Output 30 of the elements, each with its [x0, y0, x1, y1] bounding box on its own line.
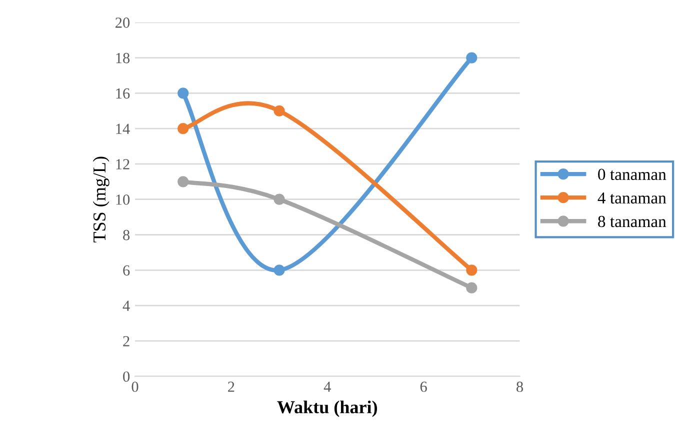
- point: [466, 264, 478, 276]
- legend-label: 4 tanaman: [598, 192, 666, 204]
- y-tick-label: 0: [123, 371, 130, 382]
- point: [466, 52, 478, 64]
- y-tick-label: 12: [116, 159, 130, 170]
- y-tick-label: 20: [116, 18, 130, 28]
- legend-label: 8 tanaman: [598, 216, 666, 228]
- legend-label: 0 tanaman: [598, 168, 666, 180]
- x-tick-label: 2: [228, 382, 234, 392]
- point: [178, 88, 189, 99]
- y-tick-label: 16: [116, 88, 130, 99]
- x-axis-title: Waktu (hari): [277, 400, 377, 417]
- point: [178, 176, 189, 188]
- point: [274, 105, 285, 116]
- y-axis-title: TSS (mg/L): [92, 156, 110, 242]
- y-tick-label: 6: [123, 265, 130, 276]
- x-tick-label: 0: [132, 382, 138, 392]
- y-tick-label: 10: [116, 194, 130, 205]
- x-tick-label: 8: [516, 382, 523, 392]
- x-tick-label: 6: [420, 382, 427, 392]
- y-tick-label: 2: [123, 336, 130, 346]
- point: [274, 194, 285, 205]
- x-tick-label: 4: [324, 382, 331, 392]
- y-tick-label: 14: [116, 124, 130, 134]
- point: [466, 282, 478, 294]
- point: [178, 123, 189, 134]
- y-tick-label: 4: [122, 300, 130, 311]
- y-tick-label: 18: [116, 52, 130, 64]
- point: [274, 264, 285, 276]
- y-tick-label: 8: [123, 230, 130, 240]
